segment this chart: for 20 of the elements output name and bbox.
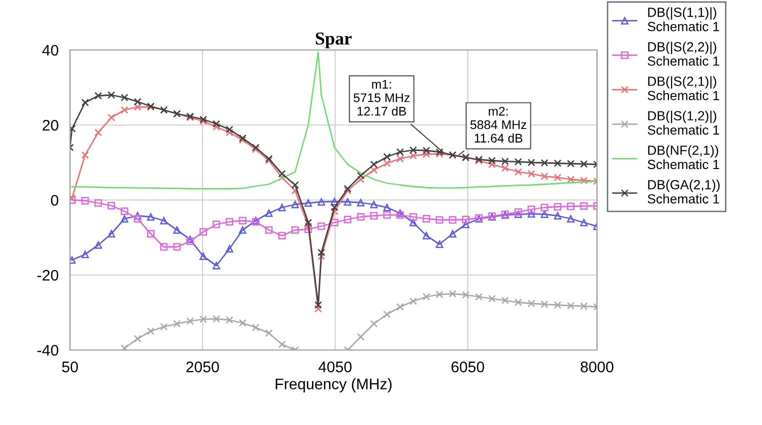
- y-tick-label: -40: [37, 344, 58, 356]
- annotation: m1: 5715 MHz 12.17 dB: [354, 80, 410, 116]
- legend-label: DB(GA(2,1)) Schematic 1: [648, 180, 720, 204]
- y-tick-label: 20: [42, 120, 58, 131]
- x-axis-title: Frequency (MHz): [276, 378, 392, 392]
- x-tick-label: 6050: [452, 362, 484, 372]
- legend-label: DB(NF(2,1)) Schematic 1: [648, 145, 720, 170]
- x-tick-label: 8000: [580, 362, 614, 372]
- y-tick-label: 0: [50, 194, 58, 206]
- legend-label: DB(|S(2,2)|) Schematic 1: [648, 42, 720, 66]
- annotation: m2: 5884 MHz 11.64 dB: [470, 106, 526, 143]
- x-tick-label: 50: [62, 362, 78, 372]
- legend-label: DB(|S(1,2)|) Schematic 1: [648, 110, 720, 135]
- y-tick-label: 40: [42, 44, 58, 56]
- x-tick-label: 4050: [318, 362, 352, 372]
- chart-title: Spar: [316, 32, 352, 48]
- legend-label: DB(|S(2,1)|) Schematic 1: [648, 76, 720, 100]
- legend-label: DB(|S(1,1)|) Schematic 1: [648, 7, 720, 32]
- y-tick-label: -20: [37, 270, 58, 281]
- x-tick-label: 2050: [186, 362, 219, 372]
